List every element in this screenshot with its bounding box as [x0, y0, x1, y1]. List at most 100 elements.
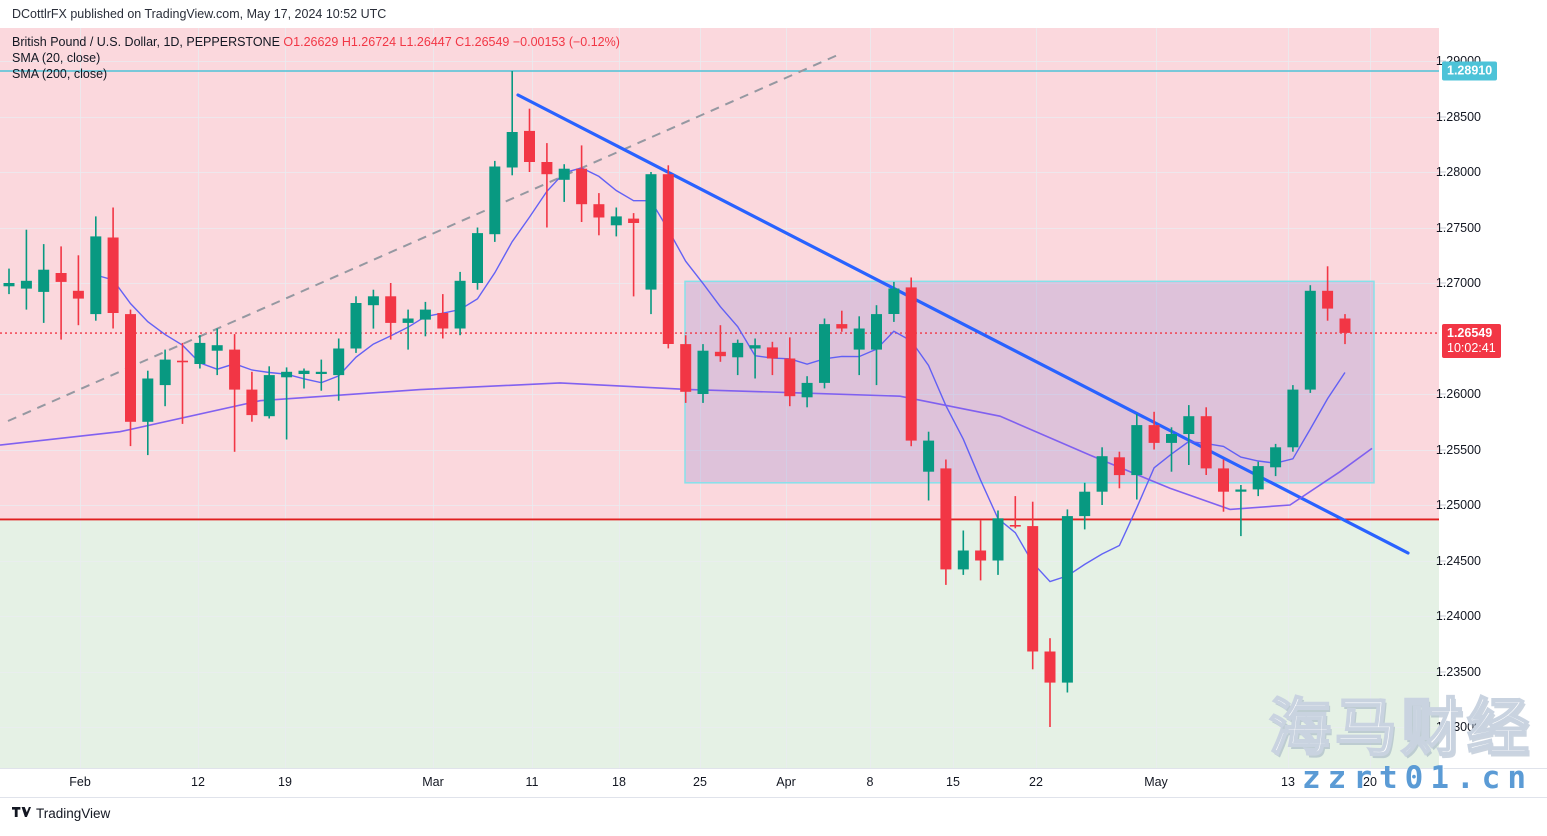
sma200-line [0, 382, 1373, 511]
candle-body [385, 296, 397, 323]
price-tick-mark [1439, 726, 1446, 728]
chart-legend[interactable]: British Pound / U.S. Dollar, 1D, PEPPERS… [12, 34, 620, 82]
candle-wick [719, 325, 722, 362]
candle [177, 342, 188, 424]
candle-body [1287, 389, 1299, 448]
price-gridline [0, 505, 1439, 506]
candle [923, 431, 935, 501]
candle-wick [8, 268, 10, 295]
candle [472, 227, 483, 290]
last-price-countdown: 10:02:41 [1447, 341, 1496, 356]
candle [905, 277, 917, 447]
candle-body [1339, 318, 1351, 333]
legend-open-label: O [283, 35, 294, 49]
candle [350, 296, 362, 353]
candle-wick [320, 359, 323, 391]
candle-body [1235, 489, 1247, 492]
price-tick-mark [1439, 449, 1446, 450]
time-gridline [532, 28, 533, 768]
candle-body [125, 314, 136, 422]
candle-wick [841, 310, 843, 332]
candle [766, 341, 778, 376]
candle [419, 301, 431, 337]
price-tick-label: 1.26000 [1435, 387, 1481, 401]
candle [55, 246, 67, 340]
legend-sma200[interactable]: SMA (200, close) [12, 67, 108, 81]
last-price-badge: 1.26549 10:02:41 [1442, 324, 1501, 359]
candle-body [853, 328, 865, 350]
candle-body [367, 296, 379, 306]
candle [576, 145, 588, 222]
candle-body [72, 290, 84, 299]
candle-body [1079, 491, 1091, 517]
candle-body [246, 389, 258, 416]
candle-body [1009, 525, 1021, 527]
legend-high-value: 1.26724 [350, 35, 397, 49]
candle [1339, 314, 1351, 345]
time-gridline [786, 28, 787, 768]
candle [90, 216, 102, 321]
candle-body [263, 375, 275, 417]
candle [1322, 266, 1334, 321]
candle-body [628, 218, 640, 223]
price-gridline [0, 449, 1439, 451]
candle [402, 309, 414, 350]
candle [732, 339, 744, 376]
candle [437, 294, 449, 339]
candle-body [298, 370, 310, 374]
time-axis[interactable]: Feb 12 19 Mar 11 18 25 Apr 8 15 22 May 13 20 [0, 768, 1439, 798]
candle [801, 376, 813, 408]
price-gridline [0, 560, 1439, 562]
candle [784, 337, 796, 407]
candle-wick [233, 334, 236, 452]
candle [1061, 509, 1073, 693]
price-tick-mark [1439, 227, 1446, 228]
candle [385, 283, 397, 340]
chart-plot-area[interactable] [0, 28, 1439, 768]
price-tick-mark [1439, 171, 1446, 173]
candle-body [714, 351, 726, 357]
legend-symbol-row: British Pound / U.S. Dollar, 1D, PEPPERS… [12, 34, 620, 50]
candle-body [1044, 651, 1056, 683]
tradingview-logo[interactable]: TradingView [12, 806, 110, 821]
candle-body [1270, 447, 1282, 468]
time-tick-label: 11 [525, 775, 539, 789]
candle-wick [372, 289, 375, 329]
bearish-zone [0, 28, 1439, 520]
candle-body [55, 273, 67, 282]
price-tick-label: 1.27500 [1435, 220, 1481, 235]
candle [749, 338, 761, 379]
candle [1079, 482, 1091, 530]
time-axis-pad [1439, 768, 1547, 798]
time-tick-label: 12 [191, 775, 205, 789]
time-tick-label: Apr [776, 775, 796, 789]
candle [38, 244, 50, 323]
candle-body [437, 313, 449, 329]
candle-wick [1188, 405, 1190, 465]
price-axis[interactable]: 1.29000 1.28500 1.28000 1.27500 1.27000 … [1435, 28, 1547, 768]
candle [281, 367, 293, 440]
legend-close-label: C [455, 35, 465, 49]
price-gridline [0, 394, 1439, 395]
candle [558, 164, 570, 202]
candle-body [1148, 425, 1160, 443]
candle-body [1061, 516, 1073, 683]
candle [125, 309, 136, 447]
candle-wick [25, 229, 28, 310]
candle [246, 371, 258, 422]
price-tick-label: 1.23000 [1435, 720, 1481, 734]
candle-wick [216, 328, 218, 376]
candle [628, 213, 640, 297]
candle [524, 108, 535, 172]
candle [1218, 459, 1229, 512]
candle-body [697, 350, 709, 394]
candle-body [1183, 416, 1195, 434]
time-tick-label: 22 [1029, 775, 1043, 789]
candle-body [940, 468, 952, 570]
candle [1235, 485, 1247, 537]
time-gridline [870, 28, 871, 768]
candle-wick [1240, 485, 1242, 537]
candle-body [281, 371, 293, 378]
candle-body [229, 349, 241, 390]
legend-sma20[interactable]: SMA (20, close) [12, 51, 101, 65]
